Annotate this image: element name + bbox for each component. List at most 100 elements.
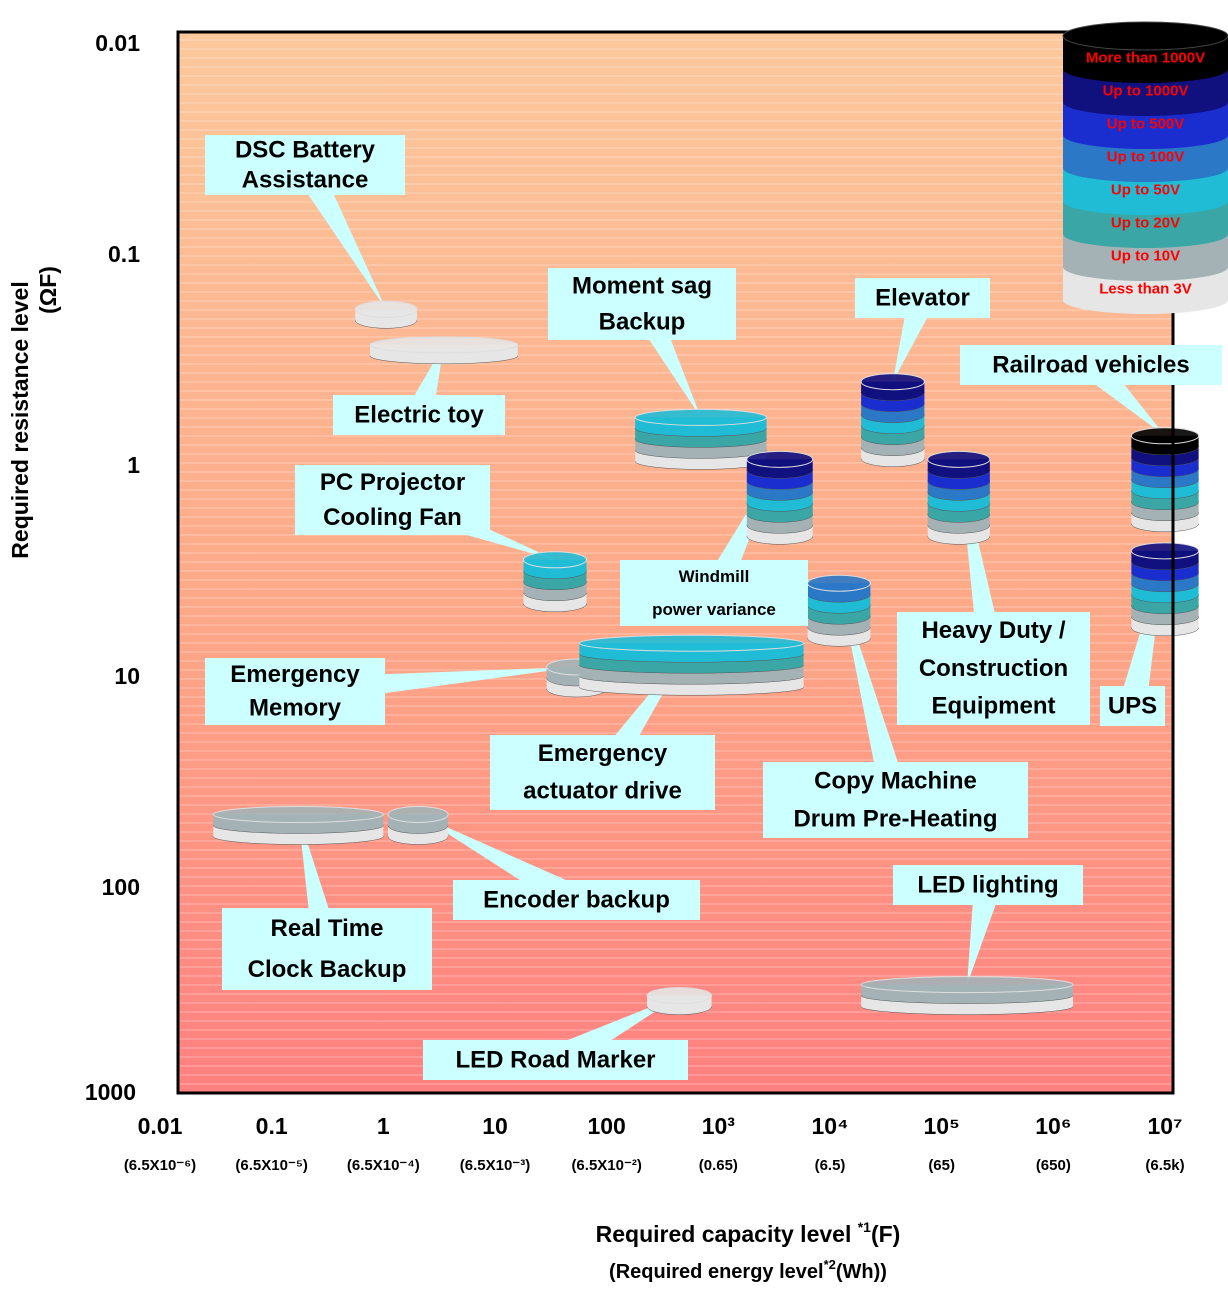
callout-label: Drum Pre-Heating <box>793 805 997 832</box>
callout-label: Emergency <box>538 740 668 767</box>
legend-label: Up to 20V <box>1111 214 1180 231</box>
callout-label: LED Road Marker <box>455 1046 655 1073</box>
callout-label: Emergency <box>230 661 360 688</box>
callout-label: Equipment <box>932 693 1056 720</box>
y-tick-label: 1 <box>127 452 140 478</box>
x2-tick-label: (6.5X10⁻⁴) <box>347 1157 420 1174</box>
legend-label: Up to 10V <box>1111 247 1180 264</box>
application-cylinder <box>747 451 813 544</box>
cylinder-top <box>647 988 712 1004</box>
callout-label: Elevator <box>875 284 970 311</box>
cylinder-top <box>635 409 766 425</box>
cylinder-top <box>388 806 448 822</box>
application-cylinder <box>213 806 383 844</box>
callout-label: Clock Backup <box>248 956 407 983</box>
x-axis-title-unit: (F) <box>871 1221 900 1247</box>
chart: DSC Battery Assistance Electric toy Moment … <box>0 0 1228 1292</box>
callout-label: DSC Battery <box>235 136 376 163</box>
x2-tick-label: (65) <box>928 1157 955 1174</box>
cylinder-top <box>928 451 990 467</box>
legend-label: Up to 500V <box>1107 115 1185 132</box>
cylinder-top <box>1131 543 1198 559</box>
legend: Less than 3V Up to 10V Up to 20V Up to 50V U… <box>1063 22 1228 314</box>
cylinder-top <box>524 552 587 568</box>
cylinder-top <box>579 635 803 651</box>
x-axis-title: Required capacity level *1(F) <box>596 1219 901 1247</box>
y-tick-label: 100 <box>102 874 140 900</box>
callout-label: Heavy Duty / <box>921 617 1065 644</box>
y-tick-label: 10 <box>114 663 140 689</box>
callout-label: LED lighting <box>917 871 1058 898</box>
callout-label: Electric toy <box>354 401 484 428</box>
application-cylinder <box>370 337 518 364</box>
y-tick-label: 0.01 <box>95 30 140 56</box>
x2-tick-label: (6.5X10⁻⁵) <box>235 1157 308 1174</box>
legend-label: More than 1000V <box>1086 49 1205 66</box>
x2-tick-label: (6.5) <box>815 1157 846 1174</box>
y-axis-title: Required resistance level <box>7 281 33 558</box>
application-cylinder <box>1131 428 1198 532</box>
application-cylinder <box>1131 543 1198 636</box>
y-tick-label: 1000 <box>85 1079 136 1105</box>
x2-axis-title: (Required energy level*2(Wh)) <box>609 1257 887 1283</box>
x2-tick-label: (650) <box>1036 1157 1071 1174</box>
application-cylinder <box>647 988 712 1015</box>
callout-label: Construction <box>919 655 1068 682</box>
x2-axis-title-text: (Required energy level <box>609 1261 824 1283</box>
callout-label: Backup <box>599 308 686 335</box>
callout-label: Cooling Fan <box>323 504 462 531</box>
legend-label: Up to 1000V <box>1103 82 1189 99</box>
cylinder-top <box>213 806 383 822</box>
x2-axis-title-note: *2 <box>824 1257 836 1272</box>
x-tick-label: 100 <box>587 1113 625 1139</box>
x-tick-label: 0.01 <box>138 1113 183 1139</box>
cylinder-top <box>747 451 813 467</box>
callout-label: Memory <box>249 695 342 722</box>
legend-label: Less than 3V <box>1099 280 1192 297</box>
legend-label: Up to 50V <box>1111 181 1180 198</box>
application-cylinder <box>355 301 417 328</box>
callout-label: Encoder backup <box>483 886 670 913</box>
callout-label: power variance <box>652 600 776 619</box>
x-tick-label: 10⁵ <box>923 1113 959 1139</box>
callout-label: Real Time <box>271 915 384 942</box>
x-tick-label: 10⁷ <box>1147 1113 1182 1139</box>
cylinder-top <box>370 337 518 353</box>
x2-tick-label: (6.5k) <box>1145 1157 1184 1174</box>
x-tick-label: 10⁶ <box>1035 1113 1071 1139</box>
application-cylinder <box>388 806 448 844</box>
callout-label: PC Projector <box>320 469 465 496</box>
application-cylinder <box>928 451 990 544</box>
callout-label: Copy Machine <box>814 767 977 794</box>
x2-tick-label: (6.5X10⁻²) <box>571 1157 641 1174</box>
application-cylinder <box>861 977 1073 1015</box>
x-tick-label: 10 <box>482 1113 508 1139</box>
x2-tick-label: (0.65) <box>699 1157 738 1174</box>
callout-label: Windmill <box>679 567 750 586</box>
application-cylinder <box>861 374 924 467</box>
x-tick-label: 0.1 <box>256 1113 288 1139</box>
cylinder-top <box>355 301 417 317</box>
application-cylinder <box>808 575 871 646</box>
callout-label: actuator drive <box>523 778 682 805</box>
callout-label: Moment sag <box>572 272 712 299</box>
y-tick-label: 0.1 <box>108 241 140 267</box>
cylinder-top <box>1131 428 1198 444</box>
cylinder-top <box>808 575 871 591</box>
x-tick-label: 10³ <box>702 1113 736 1139</box>
callout-label: UPS <box>1108 692 1157 719</box>
x-axis-title-note: *1 <box>858 1219 871 1235</box>
x2-tick-label: (6.5X10⁻³) <box>460 1157 530 1174</box>
y-axis-unit: (ΩF) <box>35 266 61 314</box>
x-tick-label: 10⁴ <box>812 1113 849 1139</box>
cylinder-top <box>861 977 1073 993</box>
cylinder-top <box>861 374 924 390</box>
callout-label: Railroad vehicles <box>992 351 1189 378</box>
legend-label: Up to 100V <box>1107 148 1185 165</box>
legend-top <box>1063 22 1228 50</box>
x-tick-label: 1 <box>377 1113 390 1139</box>
application-cylinder <box>579 635 803 695</box>
callout-label: Assistance <box>242 166 369 193</box>
x2-axis-title-unit: (Wh)) <box>836 1261 887 1283</box>
application-cylinder <box>524 552 587 612</box>
